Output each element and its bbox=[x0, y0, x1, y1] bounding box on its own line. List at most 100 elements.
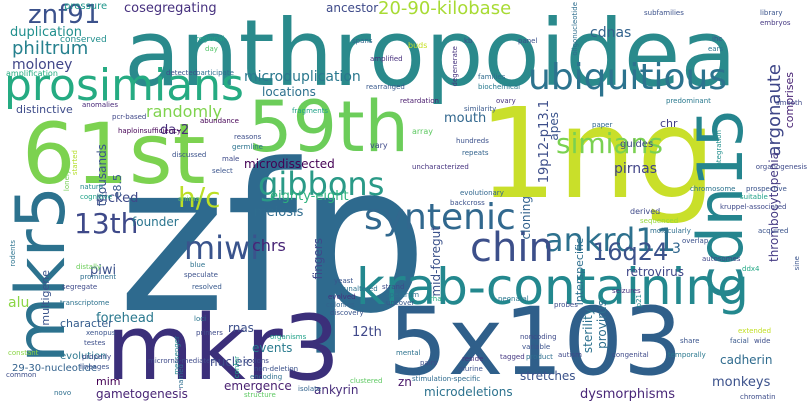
word: prospective bbox=[746, 185, 787, 193]
word: colonies bbox=[326, 301, 355, 309]
word: gametogenesis bbox=[96, 387, 188, 401]
word: chromatin bbox=[740, 393, 776, 401]
word: p21 bbox=[635, 294, 643, 308]
word: picked bbox=[96, 191, 139, 206]
word: subfamilies bbox=[644, 9, 684, 17]
word: lonely bbox=[63, 170, 71, 192]
word: znf91 bbox=[28, 0, 101, 30]
word: retrovirus bbox=[626, 265, 684, 279]
word: monkeys bbox=[712, 375, 771, 390]
word: microduplication bbox=[244, 69, 361, 85]
word: ubiquitious bbox=[528, 57, 728, 98]
word: mouth bbox=[444, 111, 487, 126]
word: germline bbox=[232, 143, 263, 151]
word: cadherin bbox=[720, 353, 773, 367]
word: integration bbox=[715, 130, 723, 169]
word: autosomes bbox=[702, 255, 741, 263]
word: meiosis bbox=[254, 205, 304, 220]
word: evolved bbox=[328, 293, 356, 301]
word: variable bbox=[522, 343, 551, 351]
word: piwi bbox=[90, 263, 117, 278]
word: organogenesis bbox=[755, 163, 807, 171]
word: hundreds bbox=[456, 137, 489, 145]
word: male bbox=[222, 155, 240, 163]
word: cognitive bbox=[80, 193, 113, 201]
word: ihc bbox=[712, 35, 723, 43]
word: facial bbox=[730, 337, 749, 345]
word: uncover bbox=[386, 299, 415, 307]
word: reasons bbox=[234, 133, 262, 141]
word: confer bbox=[233, 356, 241, 379]
word: mim bbox=[96, 375, 121, 388]
word: organisms bbox=[270, 333, 307, 341]
word: probes bbox=[554, 301, 578, 309]
word: chr bbox=[660, 117, 678, 130]
word: blue bbox=[190, 261, 206, 269]
word: congenital bbox=[612, 351, 649, 359]
word: sequenced bbox=[640, 217, 679, 225]
word: zn bbox=[398, 375, 412, 389]
word: evolution bbox=[60, 351, 107, 362]
word: wide bbox=[754, 337, 771, 345]
word: chromosome bbox=[690, 185, 736, 193]
word: ankyrin bbox=[314, 383, 359, 397]
word: cloning bbox=[519, 196, 533, 240]
word: strand bbox=[382, 283, 405, 291]
word: smooth bbox=[776, 99, 803, 107]
word: primers bbox=[196, 329, 223, 337]
word: panel bbox=[518, 37, 538, 45]
word: families bbox=[478, 73, 506, 81]
word: spectrum bbox=[386, 291, 420, 299]
word: array bbox=[412, 127, 433, 136]
word: philtrum bbox=[12, 38, 89, 59]
word: oligonucleotide bbox=[571, 2, 579, 56]
word: uncharacterized bbox=[412, 163, 469, 171]
word: chin bbox=[470, 225, 554, 271]
word: detected bbox=[166, 69, 198, 77]
word: randomly bbox=[146, 102, 222, 121]
word: animal bbox=[178, 195, 202, 203]
word: non-deletion bbox=[254, 365, 299, 373]
word: locations bbox=[262, 85, 316, 99]
word: ears bbox=[708, 45, 724, 53]
word: segregate bbox=[62, 283, 98, 291]
word: ancestor bbox=[326, 1, 379, 15]
word: molecularly bbox=[650, 227, 691, 235]
word: gibbons bbox=[258, 165, 385, 203]
word: pcr-based bbox=[112, 113, 147, 121]
word: buds bbox=[408, 41, 428, 50]
word: reside bbox=[462, 355, 484, 363]
word: 5x103 bbox=[388, 288, 683, 397]
word: multigene bbox=[39, 270, 52, 326]
word: moloney bbox=[12, 57, 73, 73]
word: 20-90-kilobase bbox=[378, 0, 512, 19]
word: fragments bbox=[292, 107, 329, 115]
word: krab-containing bbox=[356, 258, 749, 316]
word: encoding bbox=[250, 373, 283, 381]
word: share bbox=[680, 337, 700, 345]
word: seizures bbox=[612, 287, 641, 295]
word: 13th bbox=[74, 207, 139, 240]
word: common bbox=[6, 371, 37, 379]
word: events bbox=[252, 341, 293, 355]
word: 29-30-nucleotide bbox=[12, 363, 98, 374]
word: da-2 bbox=[160, 123, 190, 138]
word: stimulation-specific bbox=[412, 375, 481, 383]
word: sterility bbox=[581, 308, 595, 354]
word: cosegregating bbox=[124, 1, 217, 16]
word: prosimians bbox=[4, 60, 244, 111]
word: spans bbox=[352, 37, 373, 45]
word: unaltered bbox=[344, 285, 378, 293]
word: derived bbox=[630, 207, 661, 216]
word: rodents bbox=[9, 240, 17, 267]
word: nucleic bbox=[210, 355, 253, 369]
word: embryos bbox=[760, 19, 791, 27]
word: mid-foregut bbox=[429, 226, 443, 297]
word: distinctive bbox=[16, 103, 73, 116]
word: paper bbox=[592, 121, 613, 129]
word: structure bbox=[244, 391, 276, 399]
word: degenerate bbox=[451, 46, 459, 87]
word: 16q24 bbox=[592, 238, 669, 266]
word: miwi bbox=[184, 229, 260, 267]
